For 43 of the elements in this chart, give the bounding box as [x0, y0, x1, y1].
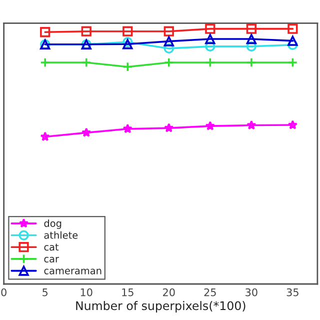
- point: [205, 41, 216, 52]
- point: [122, 26, 133, 36]
- point: [246, 34, 256, 44]
- point: [205, 34, 216, 44]
- point: [40, 57, 50, 68]
- point: [246, 24, 256, 34]
- x-tick-label: 20: [163, 288, 175, 296]
- x-tick-label: 30: [246, 288, 258, 296]
- point: [288, 24, 298, 34]
- point: [122, 62, 133, 72]
- point: [246, 41, 256, 52]
- point: [40, 27, 50, 38]
- point: [288, 40, 298, 50]
- point: [164, 26, 174, 36]
- legend-label: cat: [44, 244, 59, 251]
- point: [205, 120, 216, 130]
- point: [246, 57, 256, 68]
- x-tick-label: 0: [1, 288, 6, 296]
- point: [288, 57, 298, 68]
- x-tick-label: 35: [286, 288, 298, 296]
- legend-label: athlete: [44, 231, 78, 239]
- legend-label: cameraman: [44, 268, 102, 274]
- point: [288, 36, 298, 46]
- point: [81, 26, 92, 36]
- x-tick-label: 10: [80, 288, 92, 296]
- point: [82, 128, 92, 137]
- point: [164, 43, 174, 54]
- point: [205, 57, 216, 68]
- legend-label: dog: [44, 219, 62, 229]
- x-tick-label: 5: [42, 288, 48, 296]
- point: [246, 120, 256, 130]
- point: [164, 123, 174, 132]
- legend-label: car: [44, 256, 59, 262]
- x-axis-title: Number of superpixels(*100): [76, 301, 246, 312]
- x-tick-label: 25: [204, 288, 216, 296]
- point: [288, 120, 298, 130]
- point: [122, 124, 132, 134]
- point: [164, 57, 174, 68]
- point: [164, 36, 174, 46]
- x-tick-label: 15: [122, 288, 134, 296]
- point: [205, 24, 216, 34]
- point: [40, 132, 50, 142]
- point: [81, 57, 92, 68]
